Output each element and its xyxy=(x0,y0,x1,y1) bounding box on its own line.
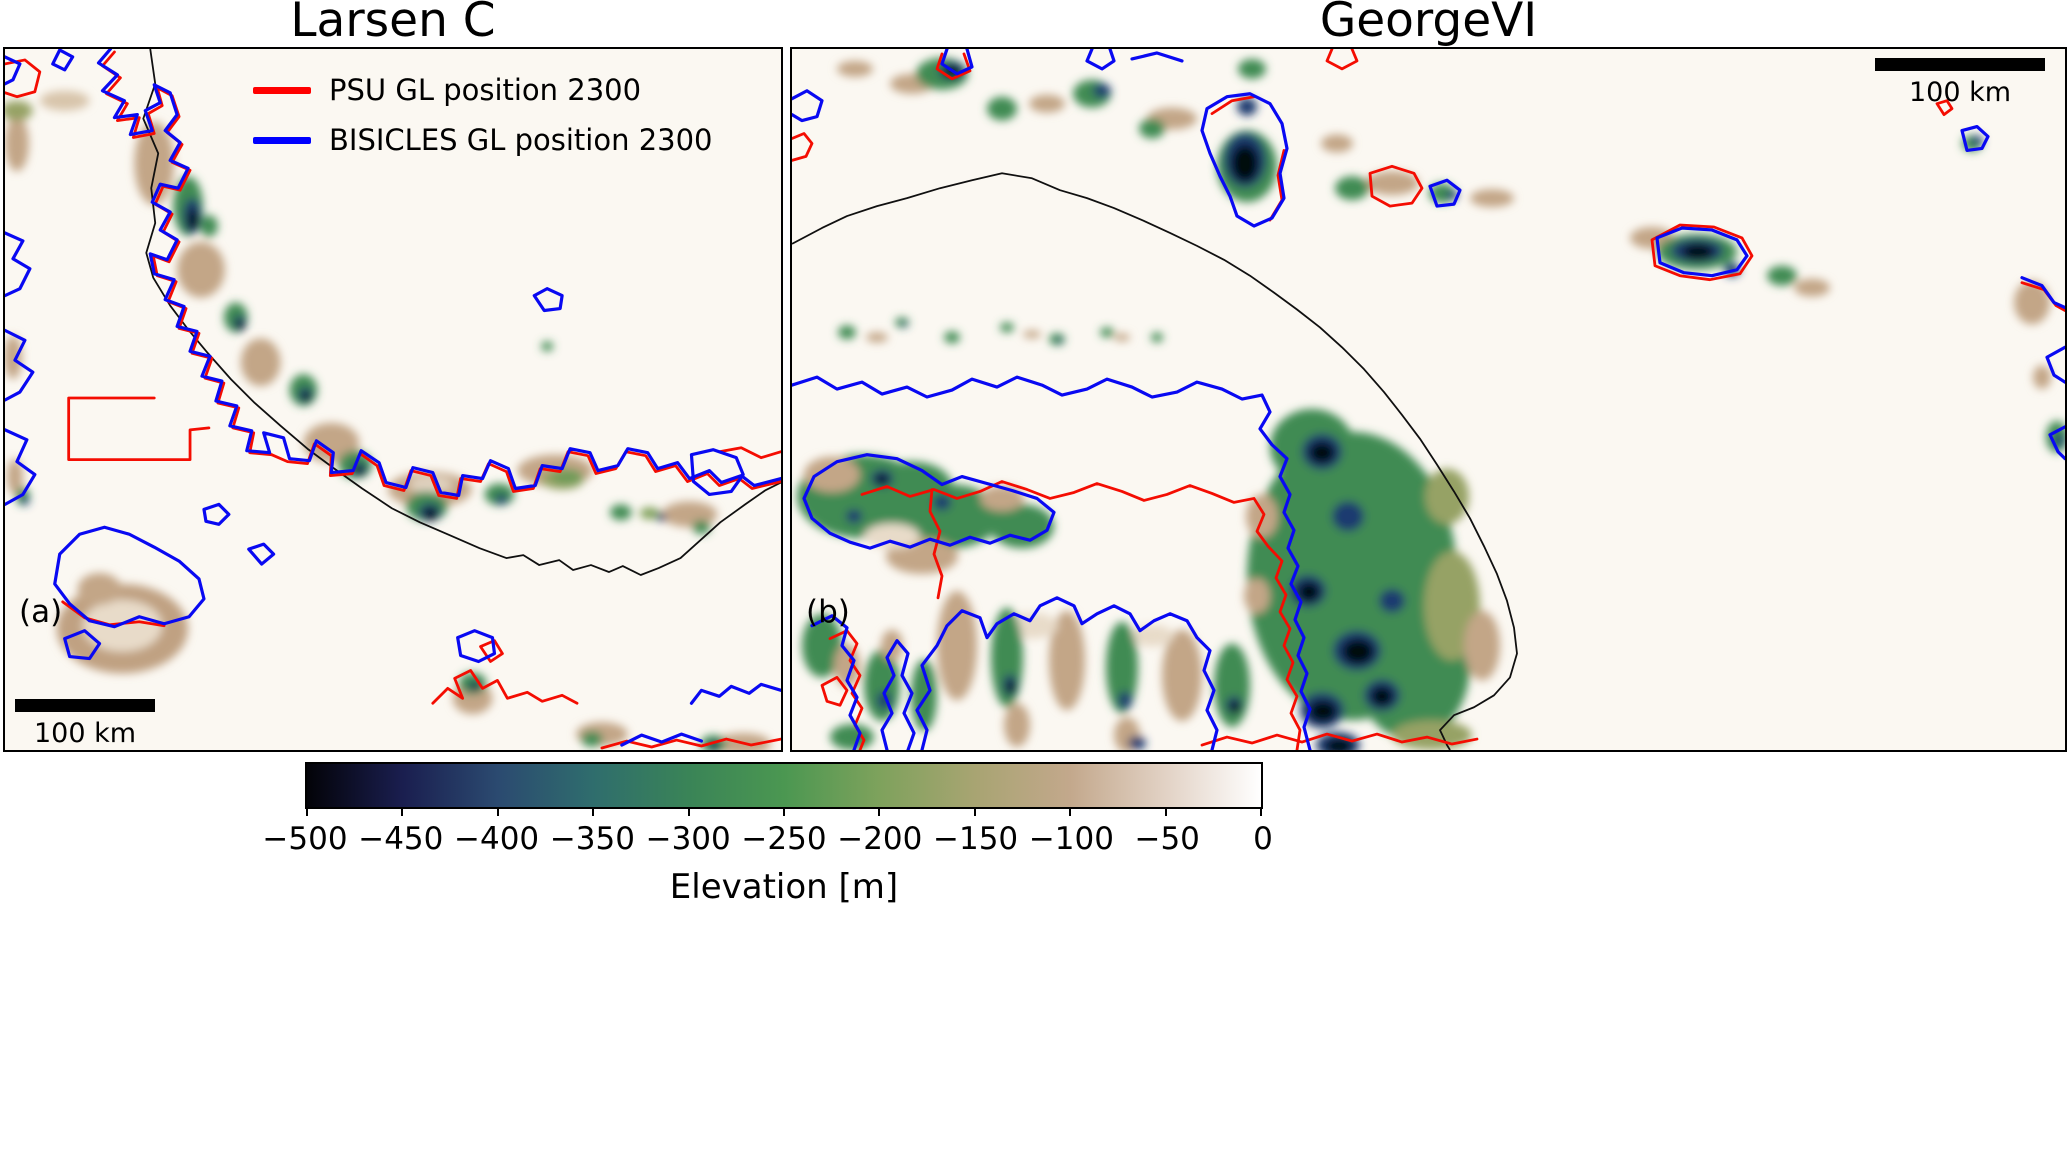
colorbar-tick xyxy=(973,807,976,816)
colorbar-tick-label: −400 xyxy=(454,821,540,857)
colorbar-tick xyxy=(496,807,499,816)
map-panel-george-vi: (b) 100 km xyxy=(790,47,2067,752)
colorbar-tick-labels: −500 −450 −400 −350 −300 −250 −200 −150 … xyxy=(262,821,1272,861)
bisicles-grounding-line xyxy=(5,49,781,747)
colorbar-tick xyxy=(592,807,595,816)
colorbar: −500 −450 −400 −350 −300 −250 −200 −150 … xyxy=(262,762,1273,907)
colorbar-tick-label: −150 xyxy=(933,821,1019,857)
colorbar-tick-label: −450 xyxy=(358,821,444,857)
colorbar-gradient xyxy=(305,762,1263,816)
elevation-field xyxy=(797,57,2065,750)
colorbar-tick-label: −100 xyxy=(1028,821,1114,857)
bisicles-line-swatch xyxy=(253,136,311,144)
legend-label-psu: PSU GL position 2300 xyxy=(329,73,642,107)
colorbar-gradient-svg xyxy=(307,764,1261,807)
colorbar-tick xyxy=(1260,807,1262,816)
colorbar-tick xyxy=(401,807,404,816)
colorbar-title: Elevation [m] xyxy=(669,867,899,907)
scalebar-a-bar xyxy=(15,699,155,712)
colorbar-tick-label: −200 xyxy=(837,821,923,857)
colorbar-tick-label: −250 xyxy=(741,821,827,857)
legend: PSU GL position 2300 BISICLES GL positio… xyxy=(253,73,713,157)
map-panel-larsen-c: PSU GL position 2300 BISICLES GL positio… xyxy=(3,47,783,752)
colorbar-tick xyxy=(1069,807,1072,816)
colorbar-tick-label: −350 xyxy=(549,821,635,857)
panel-a-title: Larsen C xyxy=(290,0,496,48)
catchment-boundary xyxy=(142,49,781,576)
legend-item-bisicles: BISICLES GL position 2300 xyxy=(253,123,713,157)
panel-b-label: (b) xyxy=(806,594,850,630)
colorbar-tick xyxy=(687,807,690,816)
legend-label-bisicles: BISICLES GL position 2300 xyxy=(329,123,713,157)
legend-item-psu: PSU GL position 2300 xyxy=(253,73,713,107)
bisicles-grounding-line xyxy=(792,49,2065,750)
scalebar-b: 100 km xyxy=(1875,58,2045,108)
colorbar-tick-label: −500 xyxy=(262,821,348,857)
colorbar-tick xyxy=(783,807,785,816)
larsen-c-map-canvas xyxy=(5,49,781,750)
colorbar-tick-label: −50 xyxy=(1134,821,1200,857)
psu-line-swatch xyxy=(253,86,311,94)
colorbar-tick xyxy=(1164,807,1167,816)
panel-b-title: GeorgeVI xyxy=(1319,0,1538,48)
panel-a-label: (a) xyxy=(19,594,63,630)
catchment-boundary xyxy=(792,172,1518,750)
psu-grounding-line xyxy=(792,49,2065,750)
colorbar-tick xyxy=(878,807,881,816)
colorbar-tick-label: 0 xyxy=(1253,821,1273,857)
scalebar-b-label: 100 km xyxy=(1908,77,2012,108)
colorbar-tick xyxy=(306,807,308,816)
scalebar-a-label: 100 km xyxy=(33,718,137,749)
colorbar-tick-label: −300 xyxy=(645,821,731,857)
scalebar-a: 100 km xyxy=(15,699,155,749)
scalebar-b-bar xyxy=(1875,58,2045,71)
george-vi-map-canvas xyxy=(792,49,2065,750)
